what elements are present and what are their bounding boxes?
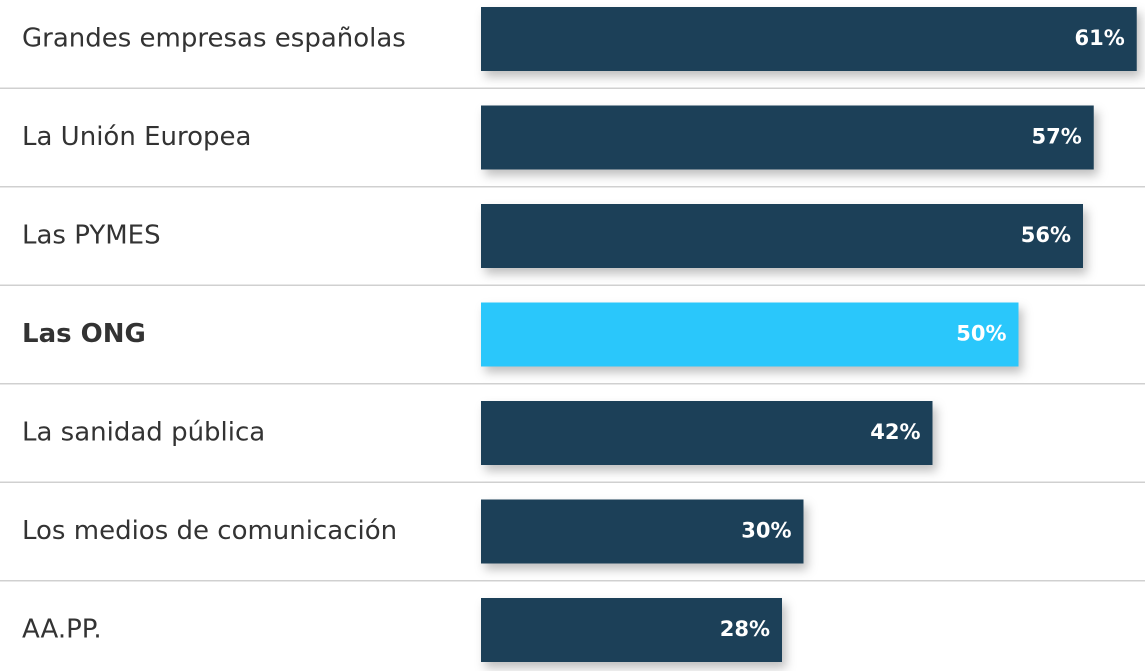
- value-label: 30%: [741, 519, 791, 543]
- value-label: 42%: [870, 420, 920, 444]
- bar: [481, 7, 1137, 71]
- category-label: La sanidad pública: [22, 418, 265, 448]
- value-label: 61%: [1074, 26, 1124, 50]
- value-label: 56%: [1021, 223, 1071, 247]
- category-label: La Unión Europea: [22, 122, 251, 152]
- bar: [481, 598, 782, 662]
- bar: [481, 105, 1094, 170]
- bar: [481, 204, 1083, 268]
- category-label: AA.PP.: [22, 615, 102, 645]
- category-label: Grandes empresas españolas: [22, 24, 406, 54]
- bar: [481, 499, 804, 564]
- category-label: Los medios de comunicación: [22, 516, 397, 546]
- category-label: Las PYMES: [22, 221, 161, 251]
- bar: [481, 401, 933, 465]
- value-label: 50%: [956, 322, 1006, 346]
- value-label: 28%: [720, 617, 770, 641]
- category-label: Las ONG: [22, 319, 146, 349]
- value-label: 57%: [1031, 125, 1081, 149]
- bar: [481, 302, 1019, 367]
